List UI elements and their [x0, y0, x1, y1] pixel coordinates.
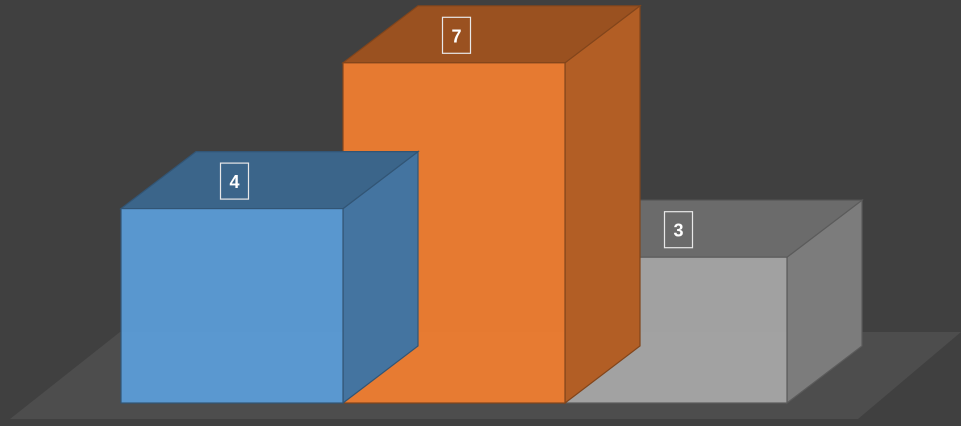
- data-label-text: 7: [451, 26, 461, 46]
- data-label-text: 4: [229, 172, 239, 192]
- data-label-text: 3: [673, 221, 683, 241]
- data-label-2: 7: [441, 16, 472, 54]
- bar-1: [119, 150, 420, 405]
- data-label-box: [663, 211, 694, 249]
- data-label-3: 3: [663, 211, 694, 249]
- data-label-box: [441, 16, 472, 54]
- bar-1-front: [120, 208, 344, 404]
- data-label-box: [219, 162, 250, 200]
- chart-labels-layer: 4 7 3: [219, 16, 694, 249]
- chart-bars-layer: [119, 4, 864, 405]
- data-label-1: 4: [219, 162, 250, 200]
- bar-2-side: [564, 4, 641, 405]
